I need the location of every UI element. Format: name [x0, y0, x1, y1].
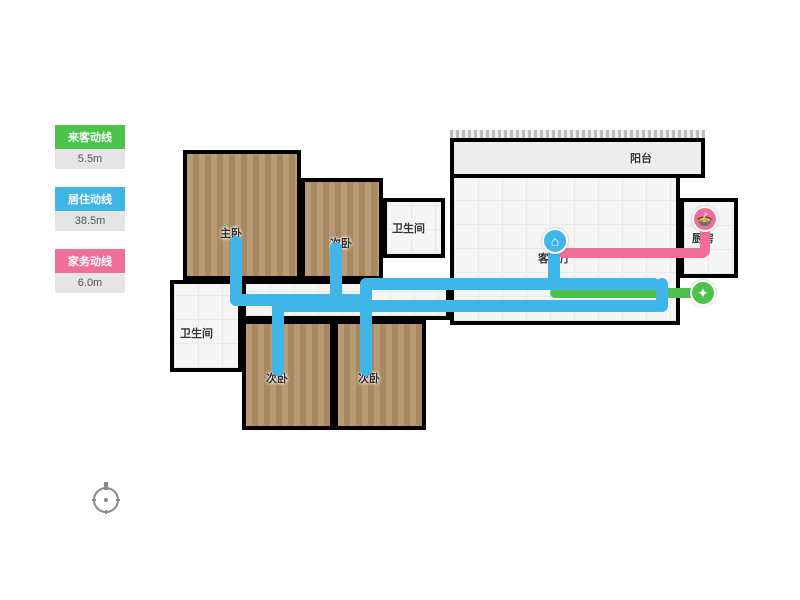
legend-title: 居住动线 — [55, 187, 125, 211]
room-master — [183, 150, 301, 280]
room-label-bath2: 卫生间 — [180, 325, 213, 341]
room-sec1 — [301, 178, 383, 280]
kitchen-node-icon: 🍲 — [692, 206, 718, 232]
guest-node-icon: ✦ — [690, 280, 716, 306]
legend-title: 家务动线 — [55, 249, 125, 273]
legend-title: 来客动线 — [55, 125, 125, 149]
legend-item-living: 居住动线 38.5m — [55, 187, 125, 231]
legend: 来客动线 5.5m 居住动线 38.5m 家务动线 6.0m — [55, 125, 125, 311]
room-label-bath1: 卫生间 — [392, 220, 425, 236]
legend-value: 38.5m — [55, 211, 125, 231]
living-path-seg — [272, 300, 664, 312]
room-label-balcony: 阳台 — [630, 150, 652, 166]
legend-value: 6.0m — [55, 273, 125, 293]
legend-value: 5.5m — [55, 149, 125, 169]
compass-icon — [88, 480, 124, 516]
legend-item-guest: 来客动线 5.5m — [55, 125, 125, 169]
living-node-icon: ⌂ — [542, 228, 568, 254]
living-path-seg — [360, 278, 660, 290]
living-path-seg — [330, 242, 342, 300]
living-path-seg — [360, 278, 372, 308]
balcony-rail — [450, 130, 705, 138]
chore-path-seg — [558, 248, 708, 258]
floorplan: 主卧次卧卫生间卫生间次卧次卧客餐厅厨房阳台⌂✦🍲 — [170, 120, 740, 450]
room-sec3 — [334, 320, 426, 430]
legend-item-chore: 家务动线 6.0m — [55, 249, 125, 293]
room-balcony — [450, 138, 705, 178]
room-sec2 — [242, 320, 334, 430]
living-path-seg — [656, 278, 668, 312]
